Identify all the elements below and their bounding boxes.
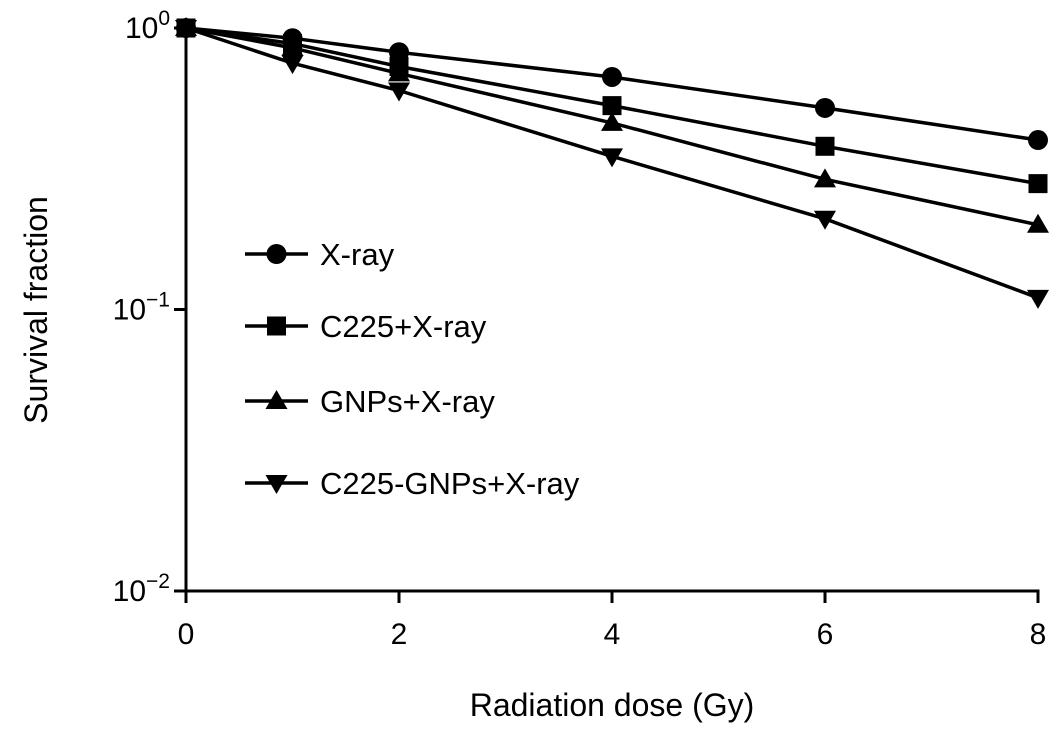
x-tick-label: 2 [391,618,408,651]
legend-marker [267,316,286,336]
legend-marker [265,475,288,494]
data-point [281,55,304,75]
legend-label: C225-GNPs+X-ray [320,466,580,501]
series-line [185,26,1039,300]
data-point [281,36,304,56]
series-line [185,26,1039,227]
data-point [1027,289,1049,309]
legend-marker [266,244,287,264]
legend-entry: C225+X-ray [245,309,487,344]
x-tick-label: 0 [178,618,195,651]
ticks: 0 2 4 6 8 100 10−1 10−2 [113,7,1047,651]
data-point [1028,174,1048,194]
x-tick-label: 6 [817,618,834,651]
legend-entry: X-ray [245,237,395,272]
data-point [815,97,835,118]
data-point [1027,213,1049,233]
x-tick-label: 8 [1030,618,1047,651]
data-point [602,66,622,87]
legend-label: GNPs+X-ray [320,384,495,419]
legend-entry: GNPs+X-ray [245,384,495,419]
y-axis-title: Survival fraction [18,196,54,424]
y-tick-label: 100 [125,7,170,45]
legend: X-ray C225+X-ray GNPs+X-ray C225-GNPs+X-ray [245,237,580,501]
data-point [814,168,836,188]
data-point [388,82,410,102]
legend-label: X-ray [320,237,395,272]
data-point [814,210,836,230]
data-point [601,148,623,168]
series-line [185,26,1039,142]
y-tick-label: 10−2 [113,570,170,608]
data-point [601,111,623,131]
data-point [815,136,835,156]
data-point [175,20,197,39]
y-tick-label: 10−1 [113,289,170,327]
series-3 [175,17,1049,233]
legend-marker [265,390,288,409]
legend-entry: C225-GNPs+X-ray [245,466,580,501]
series-line [185,26,1039,186]
data-point [388,62,410,82]
series-layer [175,17,1049,309]
data-point [1028,130,1048,151]
data-point [602,96,622,116]
x-tick-label: 4 [604,618,621,651]
series-4 [175,20,1049,309]
x-axis-title: Radiation dose (Gy) [470,687,755,723]
legend-label: C225+X-ray [320,309,487,344]
